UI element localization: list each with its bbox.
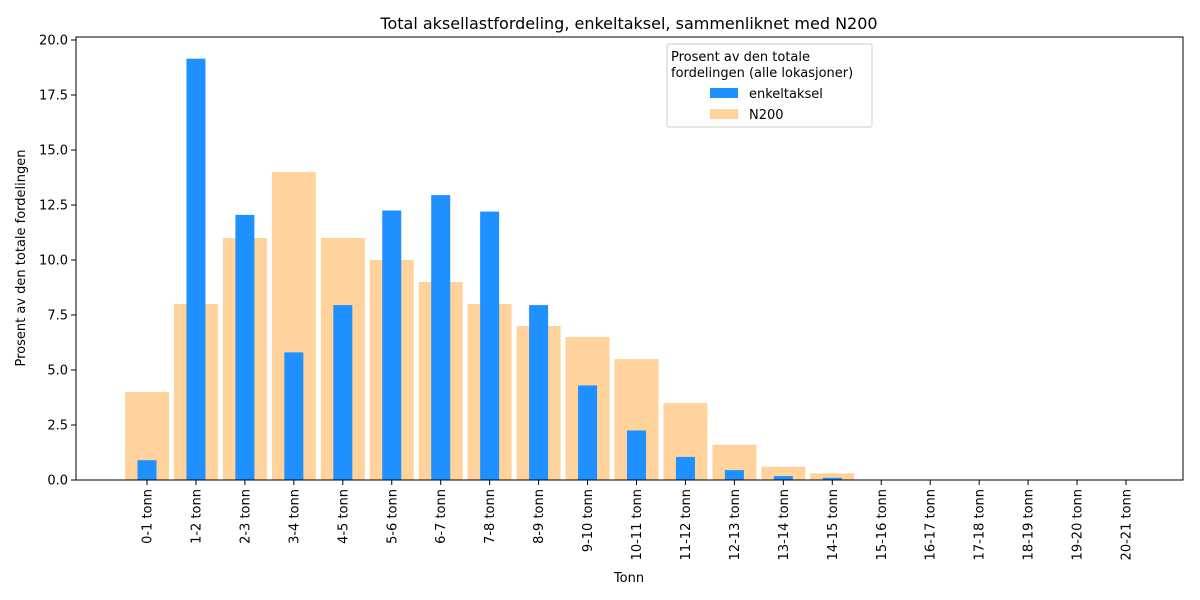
legend-title-line2: fordelingen (alle lokasjoner): [671, 66, 853, 81]
y-tick-label: 5.0: [47, 364, 68, 379]
x-tick-label: 7-8 tonn: [483, 489, 498, 544]
plot-frame: [75, 36, 1184, 481]
bar-enkeltaksel-11-12-tonn: [675, 456, 695, 480]
x-tick-label: 11-12 tonn: [679, 489, 694, 560]
y-tick-label: 20.0: [39, 34, 68, 49]
x-axis: 0-1 tonn 1-2 tonn 2-3 tonn 3-4 tonn 4-5 tonn…: [141, 480, 1135, 560]
y-tick-label: 0.0: [47, 474, 68, 489]
bar-enkeltaksel-14-15-tonn: [822, 477, 842, 480]
bar-enkeltaksel-10-11-tonn: [627, 430, 646, 480]
y-axis: 0.0 2.5 5.0 7.5 10.0 12.5 15.0 17.5 20.0: [39, 34, 76, 489]
x-tick-label: 0-1 tonn: [141, 489, 156, 544]
x-tick-label: 14-15 tonn: [826, 489, 841, 560]
bar-enkeltaksel-7-8-tonn: [480, 211, 500, 480]
y-tick-label: 17.5: [39, 89, 68, 104]
bar-enkeltaksel-3-4-tonn: [284, 352, 304, 480]
bar-enkeltaksel-9-10-tonn: [578, 385, 598, 480]
bar-enkeltaksel-13-14-tonn: [773, 476, 793, 480]
bar-enkeltaksel-0-1-tonn: [137, 460, 157, 480]
legend-label-n200: N200: [749, 108, 784, 123]
y-tick-label: 12.5: [39, 199, 68, 214]
bar-enkeltaksel-12-13-tonn: [724, 470, 744, 480]
bar-enkeltaksel-6-7-tonn: [431, 195, 451, 480]
x-tick-label: 8-9 tonn: [532, 489, 547, 544]
bar-enkeltaksel-5-6-tonn: [382, 210, 402, 480]
y-tick-label: 7.5: [47, 309, 68, 324]
x-tick-label: 17-18 tonn: [973, 489, 988, 560]
bar-enkeltaksel-8-9-tonn: [529, 305, 549, 480]
x-tick-label: 1-2 tonn: [189, 489, 204, 544]
x-tick-label: 6-7 tonn: [434, 489, 449, 544]
bar-enkeltaksel-2-3-tonn: [235, 214, 255, 480]
bar-enkeltaksel-4-5-tonn: [333, 305, 353, 480]
x-tick-label: 3-4 tonn: [287, 489, 302, 544]
y-axis-label: Prosent av den totale fordelingen: [14, 150, 29, 367]
x-tick-label: 15-16 tonn: [875, 489, 890, 560]
y-tick-label: 15.0: [39, 144, 68, 159]
x-tick-label: 9-10 tonn: [581, 489, 596, 552]
x-tick-label: 13-14 tonn: [777, 489, 792, 560]
legend-swatch-enkeltaksel: [710, 88, 738, 98]
legend-box: [666, 43, 873, 128]
x-tick-label: 16-17 tonn: [924, 489, 939, 560]
x-tick-label: 2-3 tonn: [238, 489, 253, 544]
bar-enkeltaksel-1-2-tonn: [186, 58, 206, 480]
x-tick-label: 4-5 tonn: [336, 489, 351, 544]
x-axis-label: Tonn: [613, 571, 644, 586]
x-tick-label: 20-21 tonn: [1120, 489, 1135, 560]
legend-label-enkeltaksel: enkeltaksel: [749, 87, 823, 102]
y-tick-label: 2.5: [47, 419, 68, 434]
x-tick-label: 12-13 tonn: [728, 489, 743, 560]
bar-n200-13-14-tonn: [761, 466, 806, 480]
x-tick-label: 5-6 tonn: [385, 489, 400, 544]
legend: Prosent av den totale fordelingen (alle …: [666, 43, 873, 128]
legend-title-line1: Prosent av den totale: [671, 50, 810, 65]
x-tick-label: 19-20 tonn: [1071, 489, 1086, 560]
y-tick-label: 10.0: [39, 254, 68, 269]
x-tick-label: 10-11 tonn: [630, 489, 645, 560]
bar-n200-14-15-tonn: [810, 473, 855, 480]
legend-swatch-n200: [710, 109, 738, 119]
enkeltaksel-bars: [137, 58, 842, 480]
x-tick-label: 18-19 tonn: [1022, 489, 1037, 560]
chart-title: Total aksellastfordeling, enkeltaksel, s…: [379, 14, 877, 33]
